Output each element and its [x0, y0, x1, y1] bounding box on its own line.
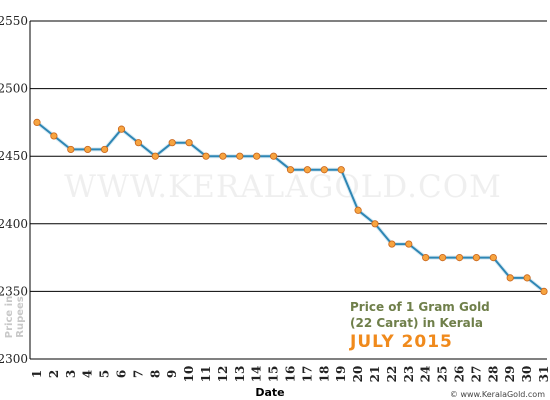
data-point	[388, 240, 396, 248]
credit-text: © www.KeralaGold.com	[450, 390, 545, 399]
x-tick-label: 27	[469, 366, 483, 383]
x-tick-label: 17	[300, 366, 314, 383]
y-axis-label: Price in Rupees	[4, 296, 26, 338]
y-tick-label: 2350	[0, 284, 28, 298]
price-series	[33, 118, 548, 295]
x-tick-label: 5	[98, 370, 112, 378]
data-point	[303, 166, 311, 174]
data-point	[354, 206, 362, 214]
x-tick-label: 21	[368, 366, 382, 383]
data-point	[472, 254, 480, 262]
x-tick-label: 22	[385, 366, 399, 383]
x-tick-label: 25	[436, 366, 450, 383]
x-tick-label: 6	[115, 370, 129, 378]
x-tick-label: 24	[419, 366, 433, 383]
x-tick-label: 10	[182, 366, 196, 383]
grid-layer	[29, 20, 547, 360]
y-axis-label-line1: Price in	[4, 296, 15, 338]
data-point	[253, 152, 261, 160]
x-tick-label: 16	[284, 366, 298, 383]
y-axis-ticks: 2300 2350 2400 2450 2500 2550	[0, 14, 28, 366]
data-point	[320, 166, 328, 174]
x-tick-label: 18	[317, 366, 331, 383]
data-point	[371, 220, 379, 228]
data-point	[134, 139, 142, 147]
x-tick-label: 31	[537, 366, 550, 383]
watermark-text: WWW.KERALAGOLD.COM	[64, 169, 502, 205]
data-point	[202, 152, 210, 160]
x-tick-label: 13	[233, 366, 247, 383]
y-tick-label: 2300	[0, 352, 28, 366]
data-point	[185, 139, 193, 147]
x-tick-label: 3	[64, 370, 78, 378]
x-tick-label: 9	[165, 370, 179, 378]
series-line	[36, 121, 545, 293]
y-tick-label: 2450	[0, 149, 28, 163]
y-tick-label: 2500	[0, 82, 28, 96]
chart-title-line1: Price of 1 Gram Gold	[350, 300, 490, 314]
data-point	[33, 118, 41, 127]
x-tick-label: 12	[216, 366, 230, 383]
data-point	[523, 274, 531, 282]
chart-title-month: JULY 2015	[349, 332, 453, 352]
x-tick-label: 28	[486, 366, 500, 383]
x-tick-label: 7	[131, 370, 145, 378]
x-tick-label: 26	[453, 366, 467, 383]
data-point	[269, 152, 278, 160]
data-point	[540, 287, 548, 295]
data-point	[455, 254, 464, 262]
data-point	[286, 166, 295, 174]
y-axis-label-line2: Rupees	[15, 296, 26, 338]
data-point	[67, 145, 75, 154]
x-tick-label: 1	[30, 370, 44, 378]
x-tick-label: 11	[199, 366, 213, 383]
y-tick-label: 2400	[0, 217, 28, 231]
x-tick-label: 29	[503, 366, 517, 383]
x-tick-label: 15	[267, 366, 281, 383]
data-point	[422, 254, 430, 262]
data-point	[101, 145, 109, 154]
x-tick-label: 8	[148, 370, 162, 378]
data-point	[219, 152, 227, 160]
series-line-halo	[35, 120, 546, 293]
data-point	[405, 240, 413, 248]
data-point	[337, 166, 345, 174]
x-tick-label: 19	[334, 366, 348, 383]
data-point	[117, 125, 126, 133]
x-tick-label: 20	[351, 366, 365, 383]
data-point	[84, 145, 92, 154]
data-point	[489, 254, 497, 262]
x-tick-label: 14	[250, 366, 264, 383]
x-tick-label: 2	[47, 370, 61, 378]
chart-title-line2: (22 Carat) in Kerala	[350, 316, 483, 330]
data-point	[236, 152, 244, 160]
x-tick-label: 4	[81, 370, 95, 378]
data-point	[151, 152, 159, 160]
x-axis-label: Date	[255, 386, 284, 399]
x-tick-label: 30	[520, 366, 534, 383]
data-point	[438, 254, 447, 262]
y-tick-label: 2550	[0, 14, 28, 28]
data-point	[506, 274, 514, 282]
data-point	[50, 132, 58, 140]
data-point	[168, 139, 176, 147]
x-axis-ticks: 1 2 3 4 5 6 7 8 9 10 11 12 13 14 15 16 17 18 19 20 21 22 23 24 2…	[30, 366, 550, 383]
x-tick-label: 23	[402, 366, 416, 383]
